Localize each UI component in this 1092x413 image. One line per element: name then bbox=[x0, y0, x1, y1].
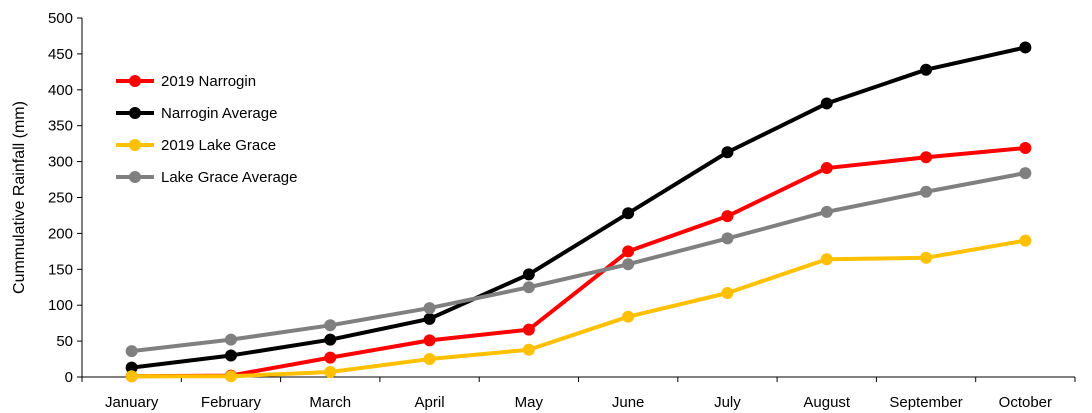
data-point-2019-lake-grace bbox=[125, 370, 138, 383]
data-point-narrogin-average bbox=[125, 361, 138, 374]
x-tick-label: March bbox=[309, 394, 351, 411]
data-point-narrogin-average bbox=[324, 333, 337, 346]
legend-marker-2019-narrogin bbox=[129, 75, 141, 87]
legend-label-lake-grace-average: Lake Grace Average bbox=[161, 169, 297, 186]
data-point-lake-grace-average bbox=[224, 333, 237, 346]
y-tick-label: 350 bbox=[48, 118, 73, 135]
data-point-2019-narrogin bbox=[920, 151, 933, 164]
data-point-narrogin-average bbox=[622, 207, 635, 220]
y-tick-label: 300 bbox=[48, 154, 73, 171]
y-tick-label: 200 bbox=[48, 225, 73, 242]
legend-label-2019-lake-grace: 2019 Lake Grace bbox=[161, 137, 276, 154]
y-tick-label: 50 bbox=[56, 333, 73, 350]
data-point-lake-grace-average bbox=[820, 205, 833, 218]
data-point-lake-grace-average bbox=[721, 232, 734, 245]
data-point-narrogin-average bbox=[721, 146, 734, 159]
data-point-narrogin-average bbox=[224, 349, 237, 362]
data-point-2019-lake-grace bbox=[721, 286, 734, 299]
data-point-lake-grace-average bbox=[125, 345, 138, 358]
x-tick-label: April bbox=[415, 394, 445, 411]
x-tick-label: July bbox=[714, 394, 741, 411]
data-point-lake-grace-average bbox=[1019, 167, 1032, 180]
x-tick-label: January bbox=[105, 394, 159, 411]
data-point-narrogin-average bbox=[423, 312, 436, 325]
legend-marker-2019-lake-grace bbox=[129, 139, 141, 151]
data-point-2019-lake-grace bbox=[423, 353, 436, 366]
data-point-lake-grace-average bbox=[423, 302, 436, 315]
legend-marker-narrogin-average bbox=[129, 107, 141, 119]
y-tick-label: 250 bbox=[48, 190, 73, 207]
y-tick-label: 450 bbox=[48, 46, 73, 63]
legend-label-narrogin-average: Narrogin Average bbox=[161, 105, 277, 122]
series-line-narrogin-average bbox=[131, 45, 1026, 370]
data-point-narrogin-average bbox=[522, 268, 535, 281]
y-tick-label: 0 bbox=[65, 369, 73, 386]
data-point-2019-narrogin bbox=[423, 334, 436, 347]
data-point-2019-lake-grace bbox=[324, 365, 337, 378]
legend-marker-lake-grace-average bbox=[129, 171, 141, 183]
series-line-2019-narrogin bbox=[131, 145, 1026, 379]
data-point-2019-narrogin bbox=[1019, 141, 1032, 154]
y-axis-label: Cummulative Rainfall (mm) bbox=[11, 101, 28, 294]
legend-label-2019-narrogin: 2019 Narrogin bbox=[161, 73, 256, 90]
y-tick-label: 500 bbox=[48, 10, 73, 27]
series-line-2019-lake-grace bbox=[131, 238, 1026, 379]
data-point-lake-grace-average bbox=[324, 319, 337, 332]
data-point-2019-lake-grace bbox=[820, 253, 833, 266]
data-point-lake-grace-average bbox=[622, 258, 635, 271]
x-tick-label: September bbox=[889, 394, 962, 411]
data-point-lake-grace-average bbox=[522, 281, 535, 294]
data-point-2019-narrogin bbox=[324, 351, 337, 364]
data-point-2019-narrogin bbox=[622, 245, 635, 258]
y-tick-label: 100 bbox=[48, 297, 73, 314]
data-point-2019-lake-grace bbox=[920, 251, 933, 264]
data-point-2019-lake-grace bbox=[522, 343, 535, 356]
series-line-lake-grace-average bbox=[131, 171, 1026, 354]
data-point-2019-lake-grace bbox=[224, 370, 237, 383]
x-tick-label: February bbox=[201, 394, 262, 411]
data-point-lake-grace-average bbox=[920, 185, 933, 198]
x-tick-label: August bbox=[803, 394, 851, 411]
x-tick-label: May bbox=[515, 394, 544, 411]
data-point-2019-lake-grace bbox=[622, 310, 635, 323]
x-tick-label: June bbox=[612, 394, 645, 411]
y-tick-label: 150 bbox=[48, 261, 73, 278]
data-point-2019-narrogin bbox=[820, 162, 833, 175]
y-tick-label: 400 bbox=[48, 82, 73, 99]
x-tick-label: October bbox=[999, 394, 1052, 411]
data-point-narrogin-average bbox=[820, 97, 833, 110]
data-point-2019-narrogin bbox=[721, 210, 734, 223]
data-point-2019-lake-grace bbox=[1019, 234, 1032, 247]
data-point-narrogin-average bbox=[1019, 41, 1032, 54]
data-point-2019-narrogin bbox=[522, 323, 535, 336]
data-point-narrogin-average bbox=[920, 63, 933, 76]
